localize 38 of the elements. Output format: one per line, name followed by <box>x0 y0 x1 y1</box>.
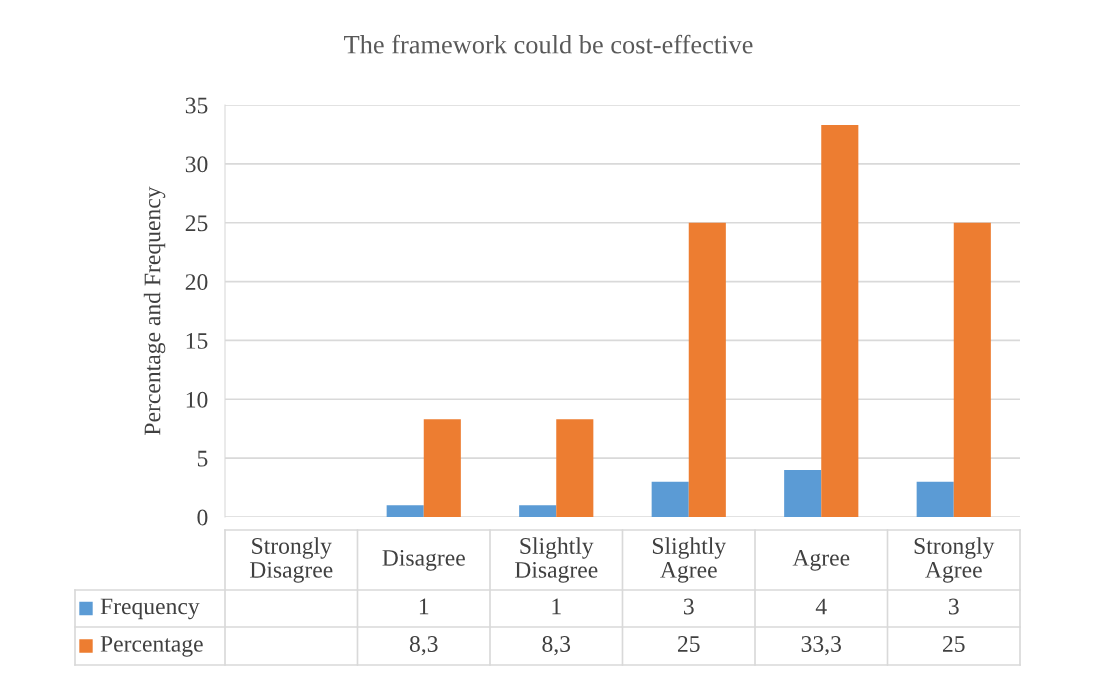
chart-title: The framework could be cost-effective <box>344 34 753 54</box>
bar <box>423 419 461 517</box>
data-label: 25 <box>677 636 700 652</box>
bar <box>784 469 822 517</box>
data-label: 4 <box>815 598 827 615</box>
data-label: 8,3 <box>409 635 438 656</box>
y-tick-label: 10 <box>186 391 208 408</box>
bar <box>953 222 991 517</box>
data-label: 25 <box>942 636 965 652</box>
data-label: 1 <box>552 598 561 615</box>
x-tick-label: Slightly Agree <box>652 537 727 583</box>
bar <box>688 222 726 517</box>
y-axis-title: Percentage and Frequency <box>143 186 166 435</box>
bar <box>556 419 594 517</box>
x-tick-label: Slightly Disagree <box>514 537 598 583</box>
y-tick-label: 20 <box>185 274 208 290</box>
y-tick-label: 35 <box>185 97 208 114</box>
data-label: 33,3 <box>801 636 841 656</box>
x-tick-label: Strongly Disagree <box>249 537 333 583</box>
data-label: 1 <box>419 598 429 615</box>
x-tick-label: Disagree <box>382 549 465 571</box>
legend-label: Frequency <box>100 598 200 620</box>
y-tick-label: 15 <box>186 333 208 349</box>
legend-label: Percentage <box>100 636 203 657</box>
bar <box>651 481 689 517</box>
y-tick-label: 30 <box>185 156 208 173</box>
bar <box>821 125 859 517</box>
bar <box>386 505 424 517</box>
data-label: 8,3 <box>542 635 571 656</box>
x-tick-label: Strongly Agree <box>914 537 995 583</box>
y-tick-label: 25 <box>185 215 208 232</box>
y-tick-label: 5 <box>197 450 208 467</box>
data-label: 3 <box>683 598 694 615</box>
bar <box>916 481 954 517</box>
data-label: 3 <box>948 598 959 615</box>
y-tick-label: 0 <box>197 509 208 526</box>
bar <box>519 505 557 517</box>
x-tick-label: Agree <box>792 550 850 571</box>
